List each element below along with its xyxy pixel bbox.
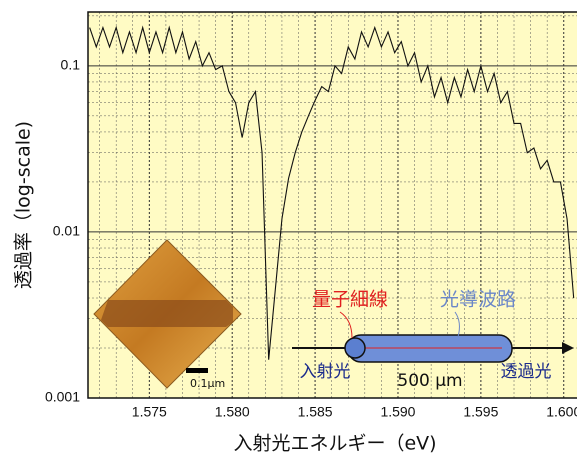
x-tick-label: 1.580 bbox=[215, 404, 250, 420]
y-tick-label: 0.001 bbox=[45, 389, 80, 405]
annotation: 量子細線 bbox=[312, 289, 388, 311]
scale-label: 0.1μm bbox=[190, 377, 225, 390]
annotation: 入射光 bbox=[300, 362, 351, 382]
y-tick-label: 0.01 bbox=[53, 223, 80, 239]
wire-end bbox=[345, 338, 365, 358]
scale-bar bbox=[186, 368, 208, 373]
x-tick-label: 1.585 bbox=[298, 404, 333, 420]
y-axis-title: 透過率（log-scale) bbox=[13, 121, 35, 289]
x-axis-title: 入射光エネルギー（eV) bbox=[233, 433, 436, 455]
annotation: 光導波路 bbox=[440, 289, 516, 311]
y-tick-label: 0.1 bbox=[61, 57, 81, 73]
x-tick-label: 1.595 bbox=[463, 404, 498, 420]
annotation: 500 μm bbox=[397, 371, 462, 391]
chart: 0.1μm 量子細線 光導波路 入射光 500 μm 透過光 入射光エネルギー（… bbox=[0, 0, 577, 459]
annotation: 透過光 bbox=[501, 362, 552, 382]
x-tick-label: 1.575 bbox=[132, 404, 167, 420]
x-tick-label: 1.600 bbox=[546, 404, 577, 420]
x-tick-label: 1.590 bbox=[380, 404, 415, 420]
pyramid-band bbox=[101, 300, 233, 327]
